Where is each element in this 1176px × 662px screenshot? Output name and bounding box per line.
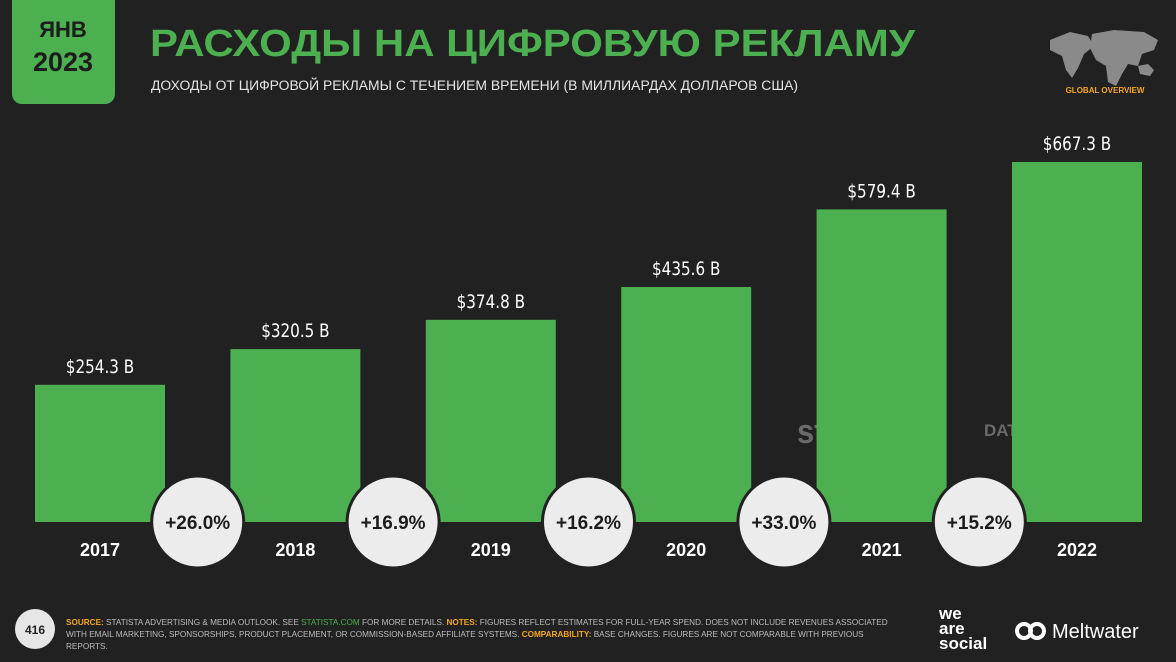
x-tick-label: 2021 <box>862 540 902 560</box>
badge-month: ЯНВ <box>39 17 87 42</box>
brand-icon <box>1015 622 1046 640</box>
value-label: $254.3 B <box>66 356 134 378</box>
bar <box>425 319 556 522</box>
chart-subtitle: ДОХОДЫ ОТ ЦИФРОВОЙ РЕКЛАМЫ С ТЕЧЕНИЕМ ВР… <box>151 78 798 93</box>
world-map-icon <box>1050 30 1158 86</box>
change-label: +16.9% <box>361 513 426 534</box>
change-badge <box>150 474 246 570</box>
footer-text: NOTES: <box>446 618 478 627</box>
value-label: $435.6 B <box>652 258 720 280</box>
change-badge <box>541 474 636 570</box>
x-tick-label: 2017 <box>80 540 120 560</box>
change-label: +26.0% <box>165 513 230 534</box>
footer-notes: SOURCE: STATISTA ADVERTISING & MEDIA OUT… <box>66 617 906 653</box>
x-tick-label: 2022 <box>1057 540 1097 560</box>
value-label: $667.3 B <box>1043 133 1111 155</box>
footer-text: FIGURES REFLECT ESTIMATES FOR FULL-YEAR … <box>66 618 888 639</box>
bar <box>35 384 165 522</box>
change-badge <box>345 474 441 570</box>
badge-year: 2023 <box>33 47 93 77</box>
footer-text: STATISTA ADVERTISING & MEDIA OUTLOOK. SE… <box>103 618 302 627</box>
footer-text: BASE CHANGES. FIGURES ARE NOT COMPARABLE… <box>66 630 864 651</box>
brand-text: are <box>939 619 965 638</box>
change-badge <box>736 474 832 570</box>
change-label: +15.2% <box>947 513 1012 534</box>
brand-text: we <box>938 604 962 623</box>
change-label: +16.2% <box>556 513 621 534</box>
footer-text: SOURCE: <box>66 618 104 627</box>
brand-text: social <box>939 634 987 653</box>
footer-text: STATISTA.COM <box>301 618 360 627</box>
chart-title: РАСХОДЫ НА ЦИФРОВУЮ РЕКЛАМУ <box>150 23 915 65</box>
brand-text: Meltwater <box>1052 621 1139 643</box>
footer-text: FOR MORE DETAILS. <box>359 618 447 627</box>
value-label: $374.8 B <box>457 291 525 313</box>
x-tick-label: 2018 <box>275 540 315 560</box>
bar <box>621 286 752 522</box>
bar <box>1012 162 1142 522</box>
x-tick-label: 2020 <box>666 540 706 560</box>
corner-label: GLOBAL OVERVIEW <box>1066 86 1145 95</box>
bar <box>230 349 361 522</box>
change-label: +33.0% <box>751 513 816 534</box>
bar <box>816 209 947 522</box>
change-badge <box>931 474 1027 570</box>
page-number: 416 <box>25 623 45 637</box>
value-label: $320.5 B <box>261 321 329 343</box>
page-badge <box>15 609 55 649</box>
value-label: $579.4 B <box>847 181 915 203</box>
footer-text: COMPARABILITY: <box>521 630 592 639</box>
x-tick-label: 2019 <box>471 540 511 560</box>
date-badge <box>12 0 115 104</box>
